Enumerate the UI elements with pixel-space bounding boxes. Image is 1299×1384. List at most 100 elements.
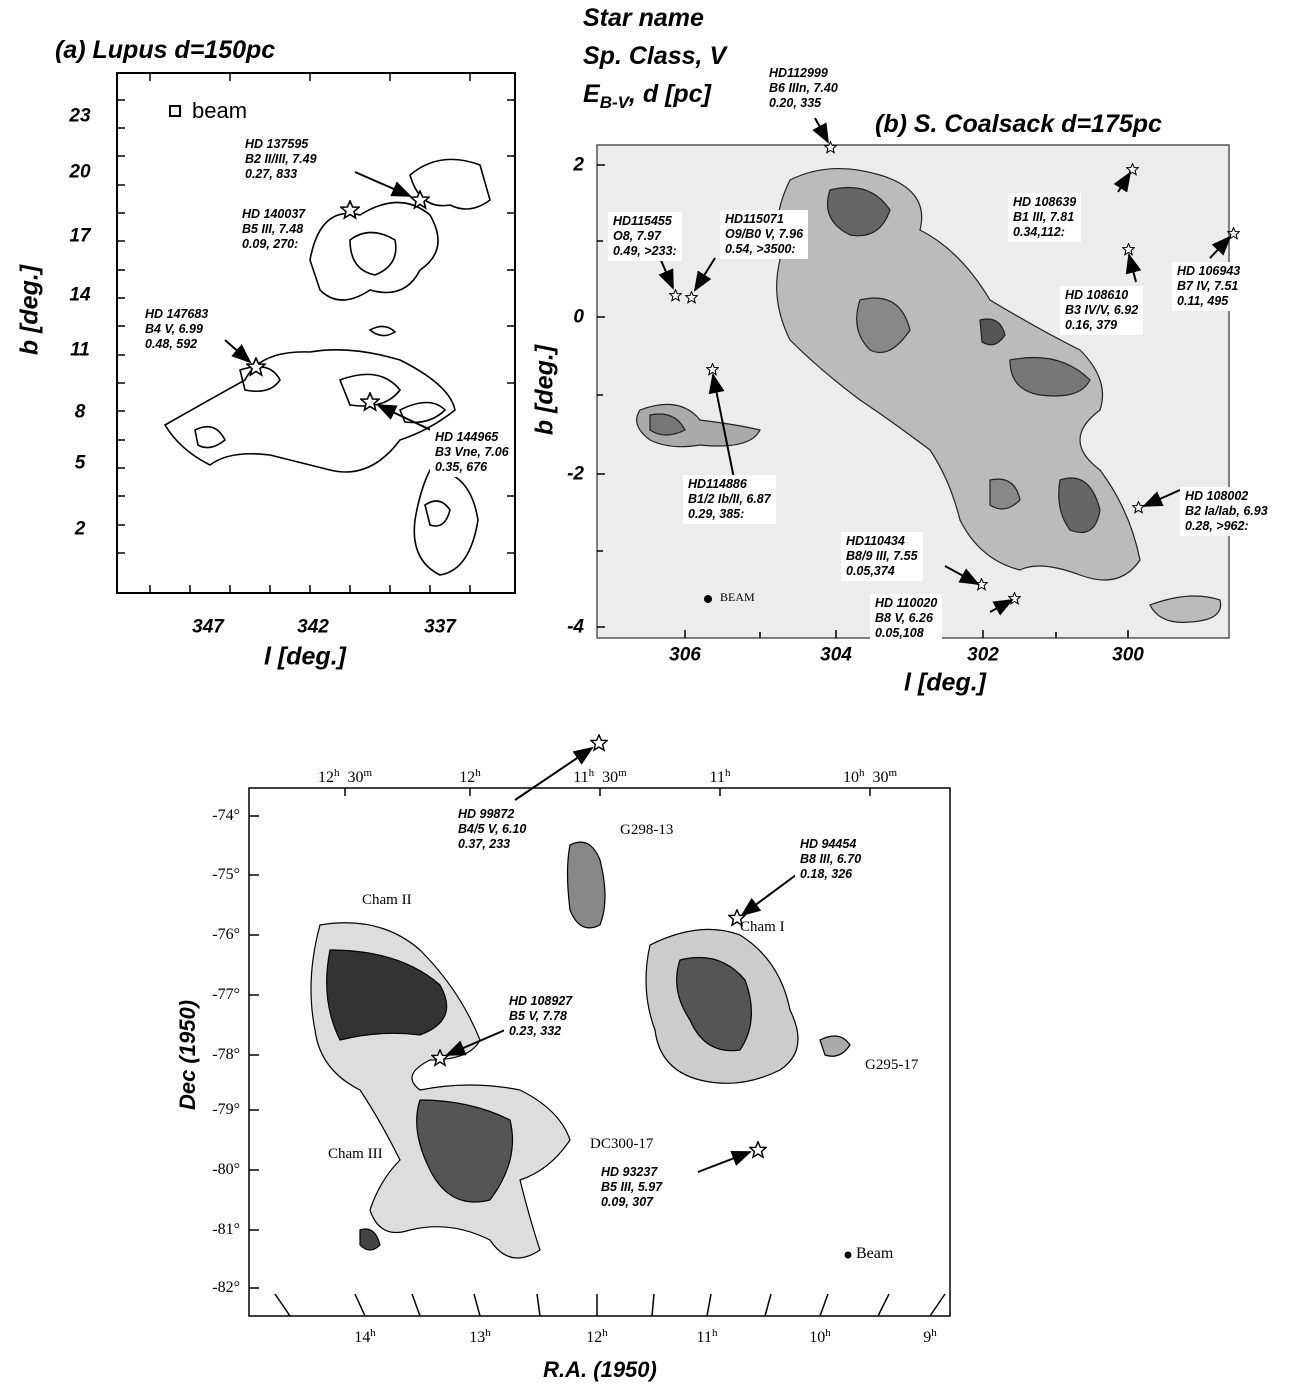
annotation-line: 0.27, 833 [245, 167, 298, 181]
ra-part: 13 [469, 1329, 486, 1347]
annotation-line: HD112999 [769, 66, 828, 80]
region-label: G295-17 [865, 1057, 919, 1073]
x-tick-label: 11h [709, 766, 731, 787]
star-annotation: HD 108927 B5 V, 7.78 0.23, 332 [504, 992, 578, 1041]
ra-part: 30 [872, 769, 889, 787]
annotation-line: B2 II/III, 7.49 [245, 152, 317, 166]
x-tick-label: 12h 30m [317, 766, 373, 787]
ra-part: h [485, 1326, 491, 1339]
key-line: Star name [583, 4, 704, 32]
ra-part: 11 [696, 1329, 712, 1347]
ra-part: 11 [709, 769, 725, 787]
y-tick-label: 8 [74, 401, 86, 423]
annotation-line: B1 III, 7.81 [1013, 210, 1075, 224]
annotation-line: 0.11, 495 [1177, 294, 1229, 308]
key-line: Sp. Class, V [583, 42, 727, 70]
ra-part: 12 [317, 769, 334, 787]
annotation-line: B8/9 III, 7.55 [846, 549, 918, 563]
annotation-line: 0.18, 326 [800, 867, 853, 881]
ra-part: h [588, 766, 595, 779]
annotation-line: HD 108002 [1185, 489, 1249, 503]
y-tick-label: -80° [212, 1161, 240, 1178]
annotation-line: O8, 7.97 [613, 229, 661, 243]
x-tick-label: 11h [696, 1326, 718, 1347]
y-tick-label: 20 [69, 161, 91, 183]
annotation-line: B5 III, 5.97 [601, 1180, 663, 1194]
ra-part: h [602, 1326, 608, 1339]
x-tick-label: 11h 30m [573, 766, 627, 787]
y-tick-label: -76° [212, 926, 240, 943]
x-axis-label: R.A. (1950) [543, 1357, 657, 1382]
ra-part: h [858, 766, 865, 779]
ra-part: h [370, 1326, 376, 1339]
star-annotation: HD 137595 B2 II/III, 7.49 0.27, 833 [240, 135, 322, 184]
x-axis-label: l [deg.] [904, 668, 986, 697]
y-tick-label: -82° [212, 1279, 240, 1296]
star-annotation: HD 106943 B7 IV, 7.51 0.11, 495 [1172, 262, 1246, 311]
x-tick-label: 10h [809, 1327, 831, 1346]
annotation-line: B4/5 V, 6.10 [458, 822, 527, 836]
ra-part: m [618, 766, 627, 779]
annotation-line: B5 V, 7.78 [509, 1009, 567, 1023]
x-tick-label: 10h 30m [843, 766, 898, 787]
x-tick-label: 14h [354, 1326, 376, 1346]
x-tick-label: 302 [967, 644, 999, 666]
key-line: EB-V, d [pc] [583, 80, 711, 112]
beam-label: BEAM [720, 590, 755, 604]
y-tick-label: 2 [573, 154, 584, 176]
ra-part: m [888, 766, 898, 779]
x-tick-label: 12h [459, 767, 481, 786]
y-tick-label: -2 [567, 463, 584, 485]
region-label: Cham I [740, 919, 785, 935]
x-tick-label: 300 [1112, 644, 1144, 666]
ra-part: h [724, 766, 731, 779]
annotation-line: HD115071 [725, 212, 784, 226]
annotation-line: 0.23, 332 [509, 1024, 562, 1038]
region-label: Cham III [328, 1146, 383, 1162]
ra-part: 12 [586, 1329, 603, 1347]
star-annotation: HD115071 O9/B0 V, 7.96 0.54, >3500: [720, 210, 809, 259]
panel-a-contours [163, 158, 491, 576]
annotation-line: 0.05,374 [846, 564, 895, 578]
key-part: E [583, 80, 600, 108]
annotation-line: HD 108927 [509, 994, 573, 1008]
annotation-line: HD114886 [688, 477, 747, 491]
x-axis-label: l [deg.] [264, 642, 346, 671]
ra-part: h [711, 1326, 718, 1339]
ra-part: 11 [573, 769, 589, 787]
star-annotation: HD114886 B1/2 Ib/II, 6.87 0.29, 385: [683, 475, 776, 524]
panel-title: (a) Lupus d=150pc [55, 36, 276, 64]
x-tick-label: 13h [469, 1326, 491, 1347]
y-tick-label: -74° [212, 807, 240, 824]
y-tick-label: -81° [212, 1221, 240, 1238]
star-annotation: HD 110020 B8 V, 6.26 0.05,108 [870, 594, 943, 643]
star-annotation: HD 144965 B3 Vne, 7.06 0.35, 676 [430, 428, 514, 477]
y-tick-label: 17 [69, 225, 91, 247]
ra-part: h [333, 766, 340, 779]
annotation-line: HD 147683 [145, 307, 209, 321]
annotation-line: B3 IV/V, 6.92 [1065, 303, 1139, 317]
panel-a-marks [169, 105, 436, 433]
y-tick-label: -78° [212, 1046, 240, 1063]
annotation-line: HD 137595 [245, 137, 309, 151]
x-tick-label: 342 [297, 616, 329, 638]
annotation-line: HD 108610 [1065, 288, 1129, 302]
y-tick-label: 5 [74, 452, 86, 474]
region-label: G298-13 [620, 822, 674, 838]
annotation-line: 0.34,112: [1013, 225, 1065, 239]
y-tick-label: 14 [69, 284, 91, 306]
panel-c-clouds [310, 841, 851, 1259]
annotation-line: 0.28, >962: [1185, 519, 1249, 533]
annotation-line: 0.54, >3500: [725, 242, 796, 256]
y-tick-label: -4 [567, 616, 584, 638]
y-axis-label: b [deg.] [530, 344, 559, 436]
ra-part: h [931, 1326, 937, 1339]
star-annotation: HD 93237 B5 III, 5.97 0.09, 307 [596, 1163, 668, 1212]
star-annotation: HD 108639 B1 III, 7.81 0.34,112: [1008, 193, 1082, 242]
x-tick-label: 9h [923, 1326, 937, 1346]
ra-part: m [363, 766, 373, 779]
annotation-line: 0.49, >233: [613, 244, 677, 258]
star-annotation: HD115455 O8, 7.97 0.49, >233: [608, 212, 682, 261]
y-tick-label: -79° [212, 1101, 240, 1118]
y-axis-label: b [deg.] [15, 264, 44, 356]
